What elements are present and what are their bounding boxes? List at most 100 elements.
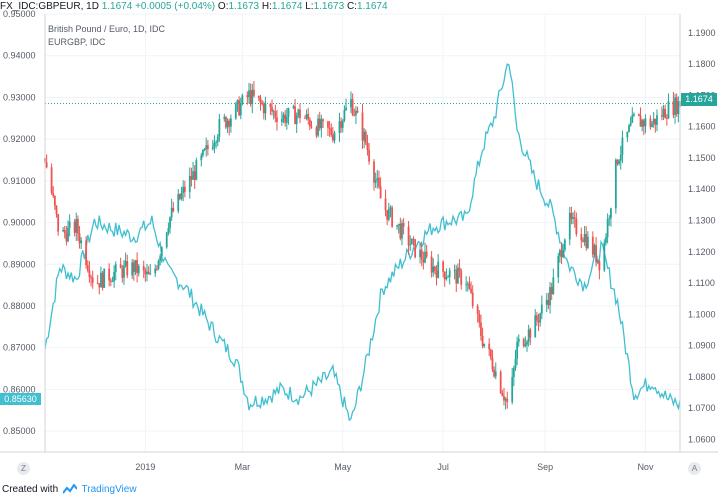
candle-body: [397, 223, 400, 226]
candle-body: [50, 167, 53, 193]
candle-body: [445, 277, 448, 280]
candle-body: [361, 112, 364, 141]
candle-body: [501, 392, 504, 396]
candle-body: [285, 116, 288, 123]
candle-body: [667, 101, 670, 119]
candle-body: [234, 103, 237, 119]
candle-body: [229, 118, 232, 127]
candle-body: [368, 149, 370, 162]
candle-body: [639, 115, 642, 127]
right-tick-label: 1.1100: [688, 278, 715, 288]
candle-body: [100, 272, 102, 288]
candle-body: [379, 186, 382, 199]
candle-body: [297, 109, 300, 116]
candle-body: [527, 329, 530, 342]
candle-body: [103, 268, 106, 288]
candle-body: [90, 277, 92, 278]
candle-body: [547, 299, 550, 306]
candle-body: [560, 250, 563, 258]
footer-attribution: Created with TradingView: [2, 484, 137, 495]
candle-body: [343, 110, 346, 121]
candle-body: [478, 313, 481, 323]
candle-body: [333, 132, 336, 141]
left-tick-label: 0.88000: [3, 301, 36, 311]
candle-body: [410, 238, 413, 245]
candle-body: [272, 111, 275, 113]
candle-body: [535, 315, 538, 321]
zoom-button[interactable]: Z: [17, 462, 30, 475]
price-change: +0.0005 (+0.04%): [135, 1, 216, 12]
eurgbp-line: [44, 63, 681, 422]
time-tick-label: 2019: [135, 462, 155, 472]
candle-body: [114, 264, 117, 272]
candle-body: [366, 143, 369, 150]
candle-body: [269, 103, 272, 108]
left-tick-label: 0.92000: [3, 134, 36, 144]
candle-body: [202, 150, 204, 156]
candle-body: [374, 180, 377, 183]
open-value: 1.1673: [228, 1, 260, 12]
candle-body: [226, 120, 229, 128]
candle-body: [137, 265, 140, 274]
candle-body: [534, 315, 537, 338]
left-price-axis[interactable]: 0.85000 0.86000 0.87000 0.88000 0.89000 0.900…: [3, 9, 36, 436]
main-series-legend[interactable]: British Pound / Euro, 1D, IDC: [48, 24, 166, 34]
symbol-header: FX_IDC:GBPEUR, 1D 1.1674 +0.0005 (+0.04%…: [0, 1, 388, 12]
candle-body: [644, 118, 647, 127]
candle-body: [85, 240, 88, 266]
time-axis[interactable]: 2019 Mar May Jul Sep Nov: [135, 462, 654, 472]
candle-body: [572, 217, 574, 219]
candle-body: [591, 236, 594, 255]
right-price-axis[interactable]: 1.0600 1.0700 1.0800 1.0900 1.1000 1.1100 1.12…: [688, 28, 716, 445]
candle-body: [642, 120, 645, 127]
candle-body: [77, 219, 79, 234]
candle-body: [80, 240, 83, 244]
candle-body: [545, 299, 548, 305]
right-tick-label: 1.1200: [688, 247, 716, 257]
candle-body: [517, 338, 520, 342]
candle-body: [618, 160, 621, 164]
candle-body: [62, 230, 64, 232]
candle-body: [633, 114, 635, 116]
candle-body: [218, 119, 221, 137]
candle-body: [656, 115, 658, 125]
right-tick-label: 1.1900: [688, 28, 716, 38]
candle-body: [155, 268, 158, 270]
eurgbp-overlay-series: [44, 63, 681, 422]
high-value: 1.1674: [271, 1, 303, 12]
right-tick-label: 1.0800: [688, 372, 716, 382]
candle-body: [294, 106, 296, 125]
candle-body: [274, 111, 277, 118]
candle-body: [159, 256, 162, 261]
candle-body: [169, 217, 171, 229]
candle-body: [608, 218, 611, 220]
candle-body: [621, 137, 624, 155]
time-tick-label: Nov: [637, 462, 654, 472]
candle-body: [537, 320, 540, 323]
high-label: H:: [261, 1, 272, 12]
candle-body: [68, 221, 71, 228]
open-label: O:: [217, 1, 229, 12]
right-tick-label: 1.1000: [688, 309, 716, 319]
candle-body: [414, 239, 417, 258]
candle-body: [305, 114, 308, 119]
candle-body: [573, 217, 576, 219]
overlay-series-legend[interactable]: EURGBP, IDC: [48, 37, 106, 47]
candle-body: [585, 234, 588, 248]
candle-body: [373, 161, 375, 183]
candle-body: [78, 233, 81, 244]
tradingview-brand[interactable]: TradingView: [81, 484, 137, 495]
candle-body: [327, 121, 329, 128]
candle-body: [113, 271, 115, 282]
left-tick-label: 0.90000: [3, 218, 36, 228]
candle-body: [596, 260, 599, 263]
auto-scale-button[interactable]: A: [688, 462, 701, 475]
candle-body: [465, 284, 468, 286]
candle-body: [45, 162, 48, 168]
candle-body: [420, 249, 423, 260]
symbol-title[interactable]: FX_IDC:GBPEUR, 1D: [0, 1, 99, 12]
candle-body: [443, 271, 446, 280]
candle-body: [401, 223, 403, 239]
candle-body: [271, 107, 273, 112]
